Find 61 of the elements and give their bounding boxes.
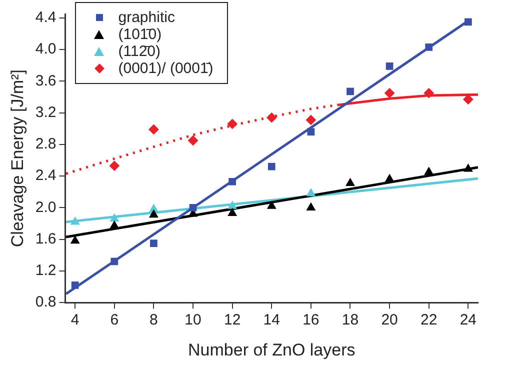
point <box>306 114 316 125</box>
x-tick-label: 12 <box>224 312 241 329</box>
point <box>110 220 119 229</box>
point <box>70 236 80 244</box>
x-tick-label: 6 <box>110 312 119 329</box>
x-tick-label: 4 <box>70 312 80 329</box>
point <box>306 188 316 196</box>
point <box>149 210 158 218</box>
point <box>346 88 354 96</box>
legend-label: (112̄0) <box>118 43 160 60</box>
point <box>464 164 473 172</box>
legend-label: graphitic <box>118 9 175 26</box>
point <box>228 178 236 186</box>
point <box>424 88 434 98</box>
y-tick-label: 3.2 <box>35 104 56 121</box>
x-tick-label: 8 <box>150 312 158 329</box>
y-tick-label: 4.0 <box>35 40 56 58</box>
y-tick-label: 2.0 <box>35 198 56 216</box>
point <box>464 18 472 26</box>
point <box>267 201 276 209</box>
legend-label: (101̄0) <box>118 26 162 43</box>
y-tick-label: 2.4 <box>35 167 56 184</box>
point <box>228 208 237 216</box>
x-tick-label: 16 <box>302 312 320 329</box>
x-tick-label: 10 <box>184 312 202 329</box>
point <box>384 88 395 98</box>
y-tick-label: 3.6 <box>35 72 56 90</box>
y-tick-label: 1.6 <box>35 230 56 248</box>
point <box>148 124 159 134</box>
point <box>307 128 315 136</box>
point <box>70 216 80 225</box>
point <box>150 240 158 247</box>
point <box>268 162 276 170</box>
point <box>227 118 238 129</box>
point <box>228 201 237 209</box>
x-tick-label: 18 <box>342 312 359 329</box>
x-tick-label: 20 <box>381 312 398 329</box>
x-axis-title: Number of ZnO layers <box>188 340 356 360</box>
point <box>266 112 277 123</box>
point <box>149 204 158 212</box>
y-tick-label: 1.2 <box>35 262 56 280</box>
x-tick-label: 22 <box>420 312 438 329</box>
point <box>385 174 394 182</box>
point <box>109 160 120 171</box>
x-tick-label: 14 <box>263 312 280 329</box>
point <box>188 136 198 146</box>
point <box>425 44 433 51</box>
x-tick-label: 24 <box>460 312 477 329</box>
y-tick-label: 0.8 <box>35 294 56 311</box>
point <box>346 178 355 186</box>
point <box>306 202 316 210</box>
legend-label: (0001)/ (0001̄) <box>118 60 214 77</box>
point <box>71 282 79 289</box>
y-axis-title: Cleavage Energy [J/m²] <box>8 69 27 248</box>
y-tick-label: 4.4 <box>35 9 56 26</box>
y-tick-label: 2.8 <box>35 136 56 153</box>
point <box>386 62 394 70</box>
point <box>110 258 118 266</box>
point <box>189 204 197 212</box>
point <box>424 167 434 175</box>
point <box>110 214 119 222</box>
